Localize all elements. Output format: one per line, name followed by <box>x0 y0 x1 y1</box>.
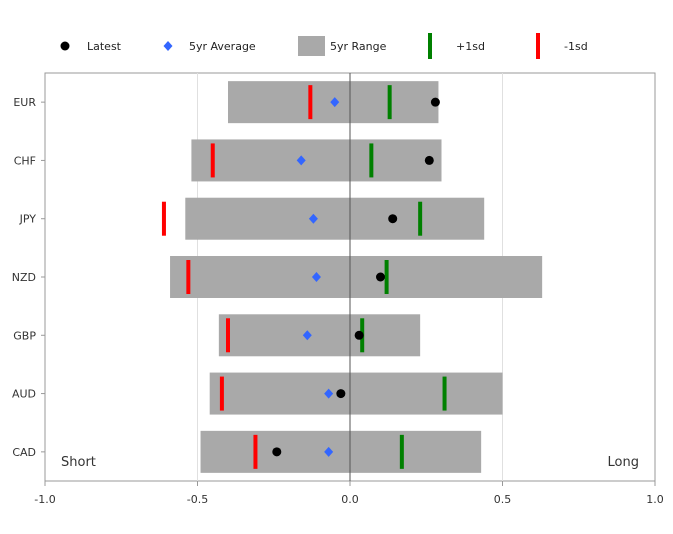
legend: Latest 5yr Average 5yr Range +1sd -1sd <box>60 33 588 59</box>
legend-item--1sd: +1sd <box>428 33 485 59</box>
y-tick-label-eur: EUR <box>13 96 36 109</box>
latest-jpy <box>388 214 398 224</box>
average-aud <box>324 388 334 399</box>
x-tick-label: -0.5 <box>187 493 208 506</box>
average-gbp <box>302 330 312 341</box>
legend-label: 5yr Range <box>330 40 387 53</box>
latest-chf <box>424 155 434 165</box>
average-eur <box>330 97 340 108</box>
legend-latest-dot <box>60 41 70 51</box>
y-tick-label-chf: CHF <box>14 154 36 167</box>
y-tick-label-nzd: NZD <box>12 271 36 284</box>
y-axis: EUR CHF JPY NZD GBP AUD CAD <box>12 96 45 459</box>
legend-item-5yr-average: 5yr Average <box>163 40 256 53</box>
x-tick-label: -1.0 <box>34 493 55 506</box>
legend-label: +1sd <box>456 40 485 53</box>
range-bar-gbp <box>218 314 421 357</box>
legend-label: 5yr Average <box>189 40 256 53</box>
plot-area <box>44 72 656 482</box>
latest-aud <box>336 389 346 399</box>
latest-gbp <box>354 330 364 340</box>
x-tick-label: 0.0 <box>341 493 359 506</box>
legend-label: -1sd <box>564 40 588 53</box>
y-tick-label-cad: CAD <box>12 446 36 459</box>
x-axis: -1.0 -0.5 0.0 0.5 1.0 <box>34 481 664 506</box>
range-bar-chf <box>191 139 442 182</box>
latest-eur <box>430 97 440 107</box>
x-tick-label: 0.5 <box>494 493 512 506</box>
legend-label: Latest <box>87 40 122 53</box>
legend-range-swatch <box>298 36 325 56</box>
legend-item-5yr-range: 5yr Range <box>298 36 387 56</box>
y-tick-label-gbp: GBP <box>13 329 36 342</box>
range-bar-aud <box>209 372 503 415</box>
legend-item-latest: Latest <box>60 40 122 53</box>
range-bar-jpy <box>185 197 485 240</box>
average-jpy <box>308 213 318 224</box>
average-nzd <box>311 272 321 282</box>
long-annotation: Long <box>608 455 639 470</box>
latest-cad <box>272 447 282 457</box>
range-bar-cad <box>200 430 482 473</box>
x-tick-label: 1.0 <box>646 493 664 506</box>
y-tick-label-aud: AUD <box>12 388 36 401</box>
range-bar-nzd <box>170 256 543 298</box>
y-tick-label-jpy: JPY <box>19 213 37 226</box>
latest-nzd <box>376 272 385 282</box>
legend-average-diamond <box>163 41 173 51</box>
average-cad <box>324 446 334 457</box>
legend-item--1sd: -1sd <box>536 33 588 59</box>
short-annotation: Short <box>61 455 96 470</box>
average-chf <box>296 155 306 166</box>
